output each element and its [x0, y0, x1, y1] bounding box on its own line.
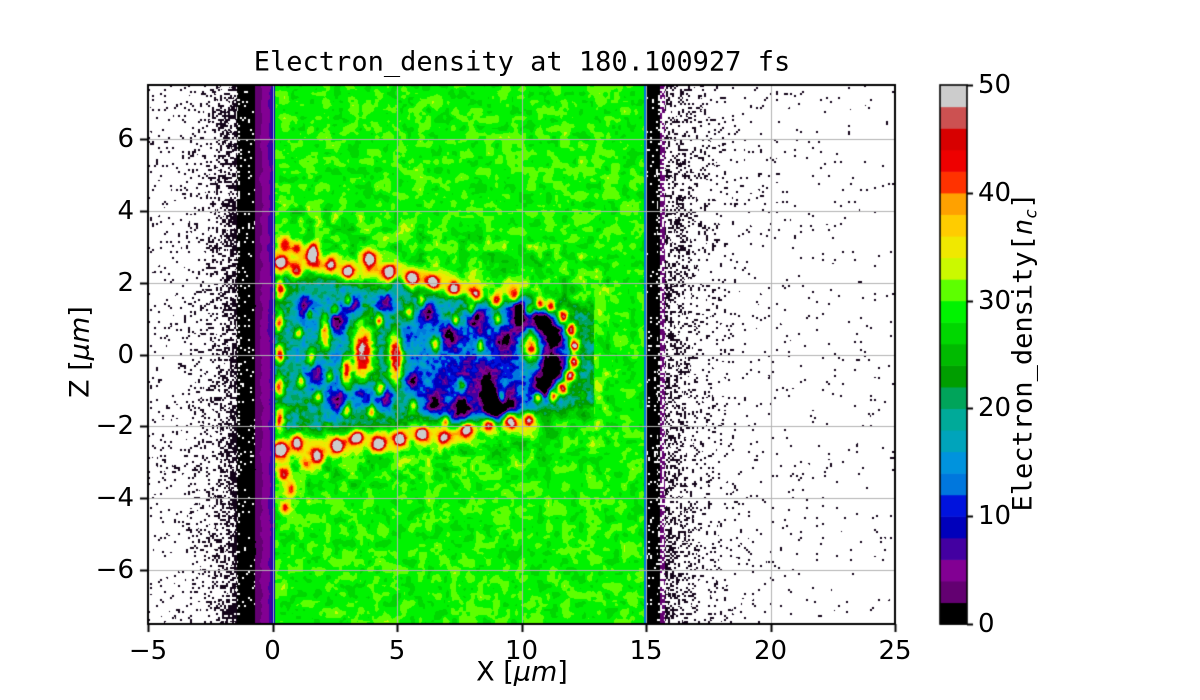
y-axis-label: Z [μm]: [65, 306, 96, 398]
x-tick-label: 20: [753, 636, 788, 666]
y-tick-label: 6: [117, 123, 134, 154]
colorbar-tick-label: 30: [978, 285, 1012, 316]
y-axis-label-suffix: ]: [64, 306, 96, 317]
x-tick-label: 15: [629, 636, 663, 666]
colorbar-tick-label: 10: [978, 501, 1012, 532]
x-axis-label-prefix: X [: [476, 656, 514, 688]
y-tick-label: −2: [95, 411, 134, 442]
y-axis-label-unit: μm: [64, 316, 96, 361]
x-tick-label: 25: [878, 636, 912, 666]
colorbar-label-var: n: [1007, 218, 1039, 236]
colorbar-tick-label: 0: [978, 609, 995, 639]
x-tick-label: 10: [504, 636, 539, 666]
colorbar-tick-label: 40: [978, 177, 1012, 208]
colorbar-tick-label: 50: [978, 70, 1012, 100]
colorbar-tick-label: 20: [978, 393, 1012, 424]
x-tick-label: −5: [128, 636, 168, 666]
x-axis-label: X [μm]: [476, 657, 568, 688]
y-tick-label: 0: [117, 339, 134, 370]
x-tick-label: 5: [388, 636, 406, 666]
y-tick-label: −6: [95, 555, 134, 586]
x-axis-label-unit: μm: [513, 656, 558, 688]
colorbar-label-suffix: ]: [1007, 192, 1039, 209]
y-tick-label: 2: [117, 267, 134, 298]
y-tick-label: 4: [117, 195, 134, 226]
x-axis-label-suffix: ]: [557, 656, 568, 688]
colorbar-label-main: Electron_density[: [1007, 235, 1039, 512]
colorbar-label-sub: c: [1020, 208, 1041, 219]
colorbar-label: Electron_density[nc]: [1007, 193, 1040, 512]
x-tick-label: 0: [264, 636, 281, 666]
y-tick-label: −4: [95, 483, 134, 514]
plot-title: Electron_density at 180.100927 fs: [253, 46, 791, 78]
y-axis-label-prefix: Z [: [64, 360, 96, 398]
